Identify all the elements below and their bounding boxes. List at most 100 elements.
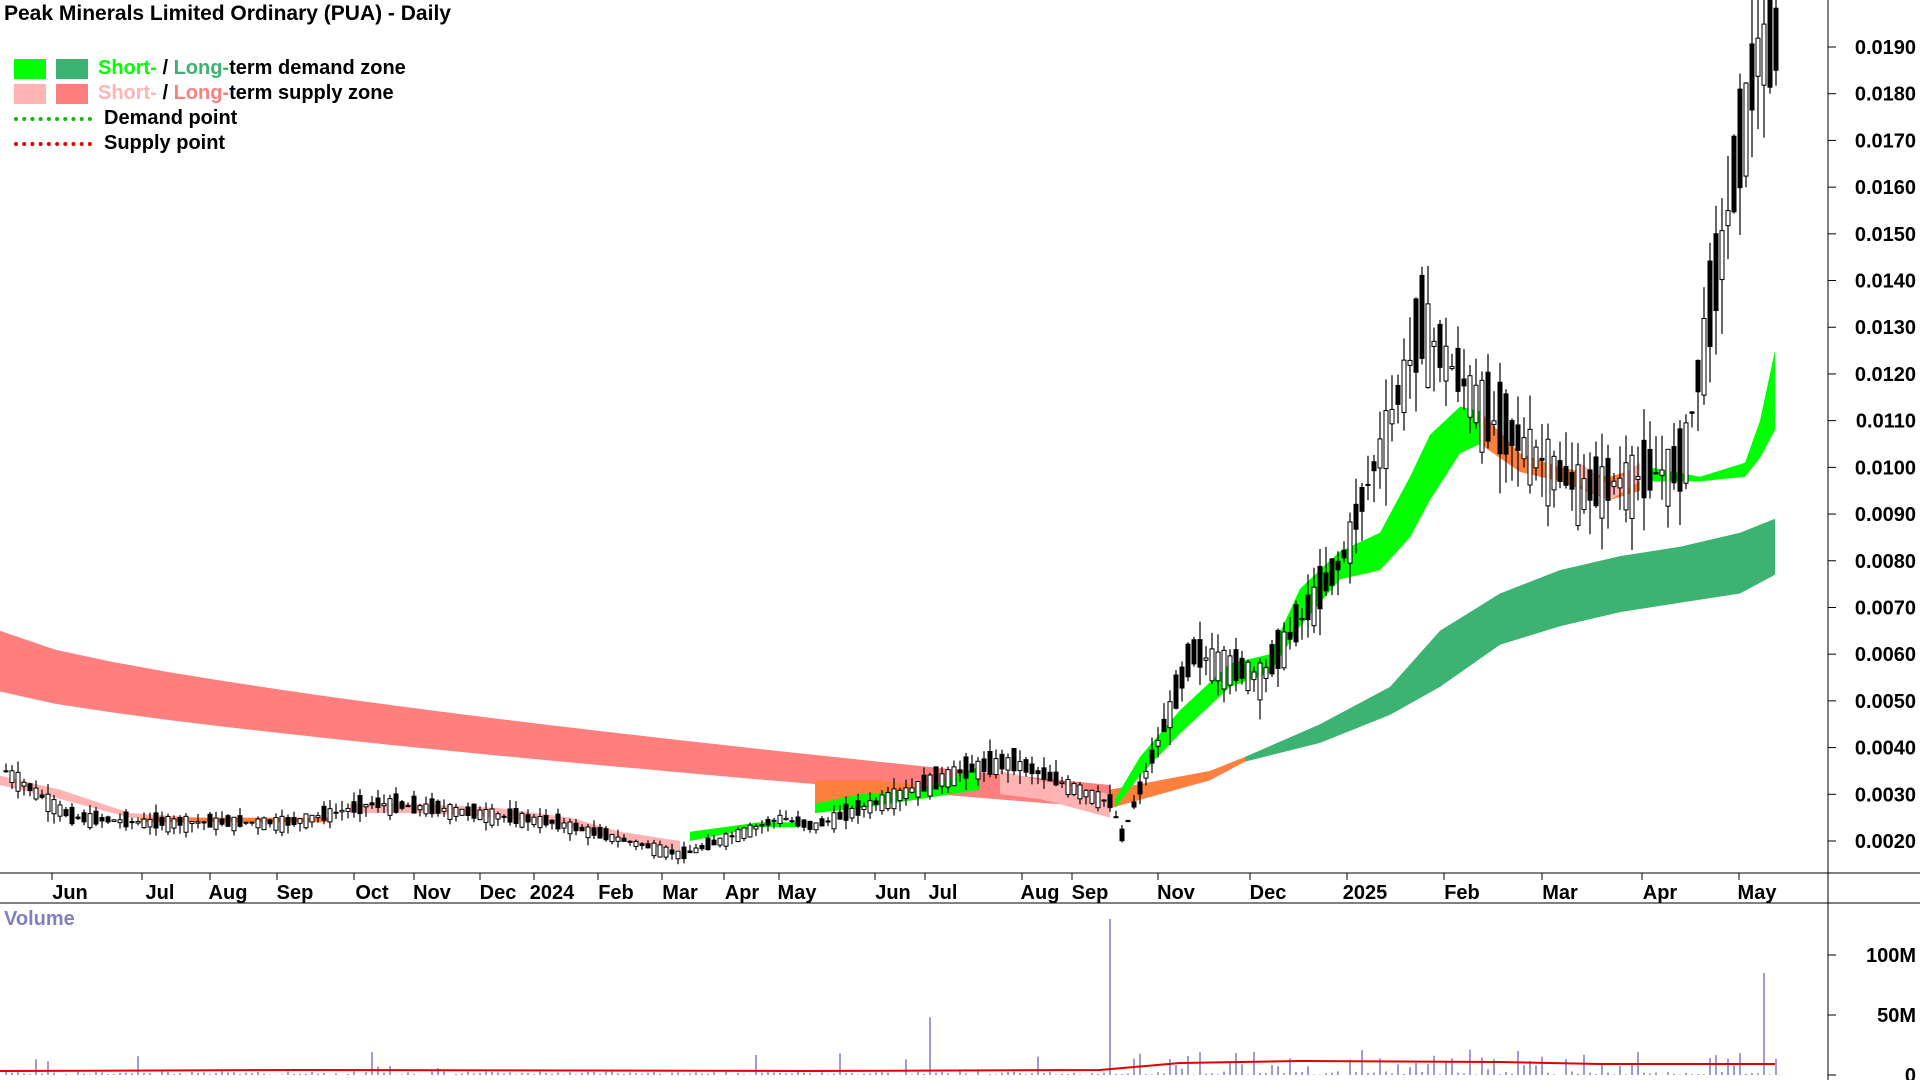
candle-body-259 (1557, 460, 1563, 482)
candle-body-190 (1143, 770, 1149, 779)
candle-body-56 (339, 809, 345, 813)
candle-body-239 (1437, 323, 1443, 368)
candle-body-58 (351, 801, 357, 813)
candle-body-241 (1449, 366, 1455, 370)
candle-body-107 (645, 843, 651, 849)
legend-supply-point-line (14, 141, 92, 146)
candle-body-191 (1149, 749, 1155, 764)
candle-body-185 (1113, 816, 1119, 819)
candle-body-57 (345, 807, 351, 812)
candle-body-281 (1689, 411, 1695, 414)
legend-swatch-short-demand (14, 58, 46, 79)
candle-body-201 (1209, 648, 1215, 682)
candle-body-155 (933, 766, 939, 790)
x-tick-label-4: Oct (355, 882, 389, 904)
candle-body-97 (585, 826, 591, 839)
candle-body-175 (1053, 771, 1059, 786)
candle-body-215 (1293, 604, 1299, 643)
candle-body-71 (429, 798, 435, 815)
candle-body-178 (1071, 783, 1077, 795)
candle-body-250 (1503, 393, 1509, 455)
candle-body-198 (1191, 639, 1197, 665)
candle-body-131 (789, 820, 795, 823)
legend-demand-zone: Short- / Long-term demand zone (14, 56, 406, 81)
y-tick-label-11: 0.0130 (1855, 317, 1916, 339)
candle-body-156 (939, 773, 945, 787)
candle-body-42 (255, 818, 261, 829)
x-tick-label-7: 2024 (530, 882, 575, 904)
candle-body-99 (597, 826, 603, 839)
candle-body-24 (147, 819, 153, 828)
legend-demand-point-line (14, 116, 92, 121)
candle-body-60 (363, 804, 369, 808)
candle-body-151 (909, 787, 915, 793)
legend-supply-rest: term supply zone (229, 82, 394, 104)
candle-body-32 (195, 821, 201, 824)
candle-body-41 (249, 821, 255, 824)
x-tick-label-10: Apr (725, 882, 760, 904)
candle-body-146 (879, 794, 885, 812)
candle-body-186 (1119, 828, 1125, 842)
candle-body-52 (315, 815, 321, 819)
candle-body-110 (663, 846, 669, 858)
candle-body-120 (723, 833, 729, 847)
candle-body-28 (171, 818, 177, 829)
candle-body-243 (1461, 378, 1467, 387)
candle-body-235 (1413, 298, 1419, 373)
candle-body-192 (1155, 740, 1161, 747)
candle-body-271 (1629, 454, 1635, 520)
candle-body-11 (69, 806, 75, 825)
candle-body-96 (579, 826, 585, 832)
legend-swatch-long-supply (56, 83, 88, 104)
candle-body-115 (693, 847, 699, 854)
candle-body-163 (981, 758, 987, 773)
candle-body-272 (1635, 476, 1641, 480)
candle-body-208 (1251, 671, 1257, 681)
candle-body-68 (411, 795, 417, 814)
candle-body-133 (801, 819, 807, 828)
candle-body-149 (897, 789, 903, 801)
candle-body-50 (303, 813, 309, 829)
candle-body-218 (1311, 586, 1317, 627)
candle-body-251 (1509, 420, 1515, 447)
candle-body-196 (1179, 666, 1185, 689)
candle-body-123 (741, 827, 747, 839)
candle-body-138 (831, 812, 837, 830)
candle-body-255 (1533, 446, 1539, 469)
candle-body-114 (687, 850, 693, 854)
candle-body-85 (513, 808, 519, 824)
y-tick-label-16: 0.0180 (1855, 84, 1916, 106)
y-tick-label-5: 0.0070 (1855, 597, 1916, 619)
candle-body-283 (1701, 318, 1707, 396)
volume-bars (5, 919, 1777, 1075)
candle-body-125 (753, 825, 759, 830)
candle-body-230 (1383, 410, 1389, 470)
candle-body-134 (807, 820, 813, 830)
candle-body-78 (471, 803, 477, 819)
x-tick-label-15: Sep (1072, 882, 1109, 904)
candle-body-159 (957, 769, 963, 774)
candle-body-135 (813, 822, 819, 831)
candle-body-37 (225, 815, 231, 827)
candle-body-211 (1269, 644, 1275, 675)
candle-body-248 (1491, 420, 1497, 425)
y-tick-label-7: 0.0090 (1855, 504, 1916, 526)
candle-body-76 (459, 808, 465, 816)
short-term-supply-zone-3 (1000, 770, 1110, 818)
candle-body-188 (1131, 801, 1137, 808)
long-term-supply-zone (0, 630, 1110, 809)
legend-supply-short-label: Short- (98, 82, 157, 104)
candle-body-142 (855, 800, 861, 816)
candle-body-257 (1545, 438, 1551, 507)
candle-body-1 (9, 770, 15, 784)
candle-body-269 (1617, 477, 1623, 489)
candle-body-144 (867, 800, 873, 814)
candle-body-94 (567, 821, 573, 835)
candle-body-179 (1077, 784, 1083, 800)
candle-body-34 (207, 813, 213, 828)
candle-body-193 (1161, 718, 1167, 733)
candle-body-228 (1371, 461, 1377, 472)
legend-demand-short-label: Short- (98, 57, 157, 79)
candle-body-4 (27, 783, 33, 791)
candle-body-18 (111, 819, 117, 822)
